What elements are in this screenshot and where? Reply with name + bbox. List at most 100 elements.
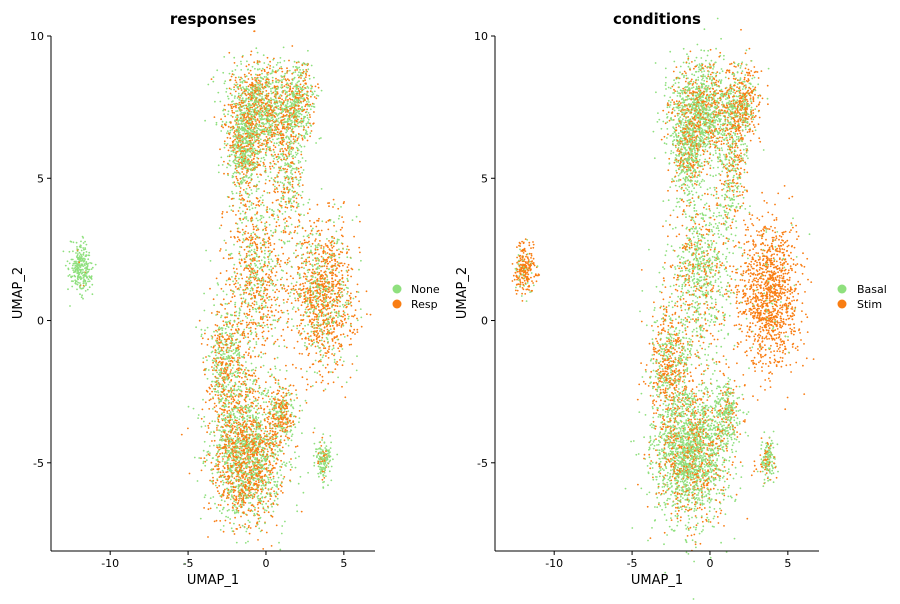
point-none — [301, 157, 304, 159]
point-resp — [306, 383, 309, 386]
point-none — [255, 303, 258, 305]
point-none — [340, 206, 342, 208]
point-resp — [319, 290, 322, 292]
point-resp — [271, 464, 274, 467]
point-none — [277, 120, 279, 123]
point-resp — [308, 343, 311, 345]
point-none — [271, 124, 274, 127]
point-resp — [285, 346, 288, 349]
point-none — [196, 480, 199, 482]
point-resp — [298, 330, 301, 332]
point-none — [281, 182, 284, 184]
point-resp — [241, 277, 244, 280]
point-resp — [255, 291, 258, 294]
point-resp — [300, 368, 302, 370]
point-resp — [188, 472, 191, 475]
point-resp — [245, 291, 248, 294]
point-resp — [333, 336, 336, 339]
point-resp — [288, 79, 290, 82]
point-none — [241, 97, 244, 99]
point-none — [238, 355, 241, 357]
point-resp — [282, 191, 285, 194]
point-resp — [220, 118, 223, 121]
point-none — [241, 221, 243, 224]
point-none — [231, 418, 234, 421]
point-none — [234, 442, 237, 445]
point-none — [82, 282, 85, 285]
point-resp — [289, 217, 292, 220]
point-none — [342, 306, 345, 308]
point-none — [213, 434, 216, 437]
point-resp — [295, 291, 298, 293]
point-resp — [286, 259, 289, 261]
point-resp — [313, 96, 316, 98]
point-resp — [234, 305, 237, 308]
point-resp — [295, 201, 298, 204]
point-resp — [237, 438, 240, 440]
point-resp — [236, 126, 239, 128]
point-none — [242, 413, 244, 416]
point-none — [225, 249, 227, 252]
point-none — [248, 208, 251, 211]
point-resp — [233, 62, 236, 64]
point-resp — [237, 369, 240, 372]
point-resp — [281, 147, 283, 150]
point-resp — [313, 306, 316, 309]
point-none — [285, 203, 288, 206]
point-resp — [200, 343, 203, 345]
point-resp — [242, 474, 245, 476]
point-none — [254, 331, 257, 334]
point-resp — [221, 216, 224, 219]
point-none — [292, 71, 295, 74]
point-resp — [220, 125, 223, 128]
point-resp — [261, 331, 264, 334]
point-none — [268, 124, 271, 126]
point-none — [243, 107, 246, 110]
point-resp — [278, 210, 281, 213]
point-none — [220, 499, 223, 502]
point-resp — [250, 234, 252, 237]
point-none — [295, 504, 298, 507]
point-none — [261, 109, 263, 112]
point-none — [277, 81, 280, 84]
point-none — [298, 115, 301, 118]
point-none — [299, 404, 302, 407]
point-resp — [285, 387, 287, 390]
point-none — [277, 144, 280, 147]
point-resp — [272, 267, 274, 270]
point-resp — [276, 338, 279, 341]
point-none — [239, 334, 242, 336]
point-none — [289, 430, 292, 433]
point-none — [268, 464, 270, 467]
point-resp — [266, 297, 269, 299]
point-none — [224, 388, 227, 391]
point-resp — [336, 302, 339, 304]
point-none — [204, 464, 207, 467]
point-resp — [256, 197, 259, 200]
point-resp — [229, 78, 232, 81]
point-none — [267, 440, 269, 442]
point-resp — [244, 238, 247, 241]
point-resp — [327, 307, 329, 310]
point-resp — [254, 238, 257, 240]
point-resp — [348, 343, 351, 346]
point-resp — [292, 277, 294, 280]
point-resp — [247, 182, 250, 185]
point-resp — [229, 419, 232, 422]
point-resp — [249, 326, 252, 329]
point-resp — [309, 232, 312, 235]
point-none — [292, 195, 295, 198]
point-none — [262, 54, 265, 57]
point-resp — [249, 273, 252, 276]
point-resp — [305, 241, 307, 244]
point-resp — [297, 297, 299, 300]
point-resp — [216, 411, 219, 413]
point-none — [279, 148, 282, 151]
point-none — [304, 324, 306, 327]
point-none — [235, 511, 238, 514]
point-none — [247, 519, 250, 522]
point-none — [204, 329, 206, 332]
point-none — [225, 279, 228, 282]
point-resp — [261, 201, 264, 204]
point-none — [87, 254, 90, 257]
